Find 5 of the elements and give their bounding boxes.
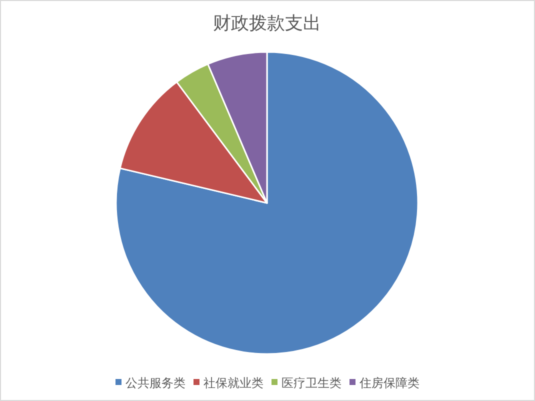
legend-label: 公共服务类 (126, 376, 186, 390)
legend-label: 住房保障类 (358, 376, 420, 390)
chart-title: 财政拨款支出 (213, 13, 321, 34)
legend-label: 社保就业类 (204, 376, 264, 390)
legend-label: 医疗卫生类 (282, 376, 342, 390)
